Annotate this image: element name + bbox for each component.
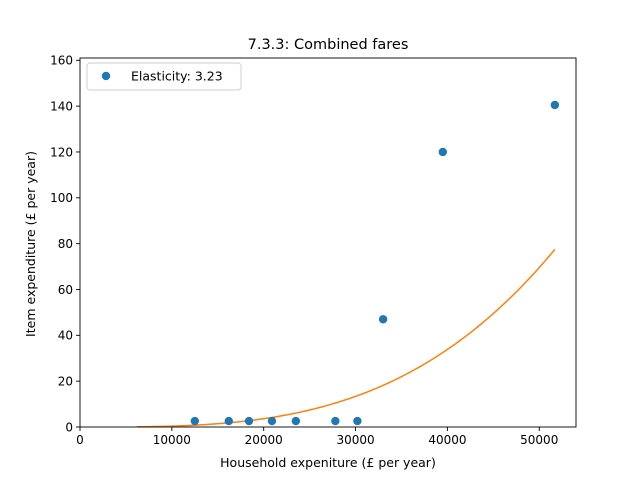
x-tick-label: 20000	[245, 433, 283, 447]
legend-box	[86, 62, 242, 91]
plot-area: 0 10000 20000 30000 40000 50000 0 20 40 60 80 100 12…	[50, 54, 577, 447]
x-tick-label: 10000	[153, 433, 191, 447]
y-tick-label: 60	[58, 283, 73, 297]
x-tick-label: 50000	[520, 433, 558, 447]
y-axis-label: Item expenditure (£ per year)	[23, 151, 38, 337]
y-tick-label: 100	[50, 191, 73, 205]
x-tick-label: 30000	[336, 433, 374, 447]
x-axis-label: Household expeniture (£ per year)	[220, 455, 436, 470]
y-tick-label: 40	[58, 329, 73, 343]
legend-label: Elasticity: 3.23	[131, 69, 223, 84]
data-point-4	[267, 416, 277, 426]
data-point-3	[244, 416, 254, 426]
data-point-5	[291, 416, 301, 426]
y-tick-label: 0	[65, 420, 73, 434]
data-point-6	[331, 416, 340, 426]
chart-title: 7.3.3: Combined fares	[248, 37, 409, 53]
data-point-8	[378, 315, 388, 324]
data-point-10	[550, 100, 560, 110]
y-tick-label: 80	[58, 237, 73, 251]
axes-frame	[79, 57, 577, 428]
x-tick-label: 40000	[428, 433, 466, 447]
y-tick-label: 120	[50, 145, 73, 159]
y-tick-label: 20	[58, 374, 73, 388]
data-point-9	[438, 147, 448, 157]
y-tick-label: 160	[50, 54, 73, 68]
fitted-curve	[136, 248, 556, 428]
y-tick-label: 140	[50, 99, 73, 113]
legend-marker	[101, 71, 111, 81]
data-point-1	[190, 416, 200, 426]
data-point-7	[353, 416, 362, 426]
x-tick-label: 0	[76, 433, 84, 447]
data-point-2	[224, 416, 233, 426]
